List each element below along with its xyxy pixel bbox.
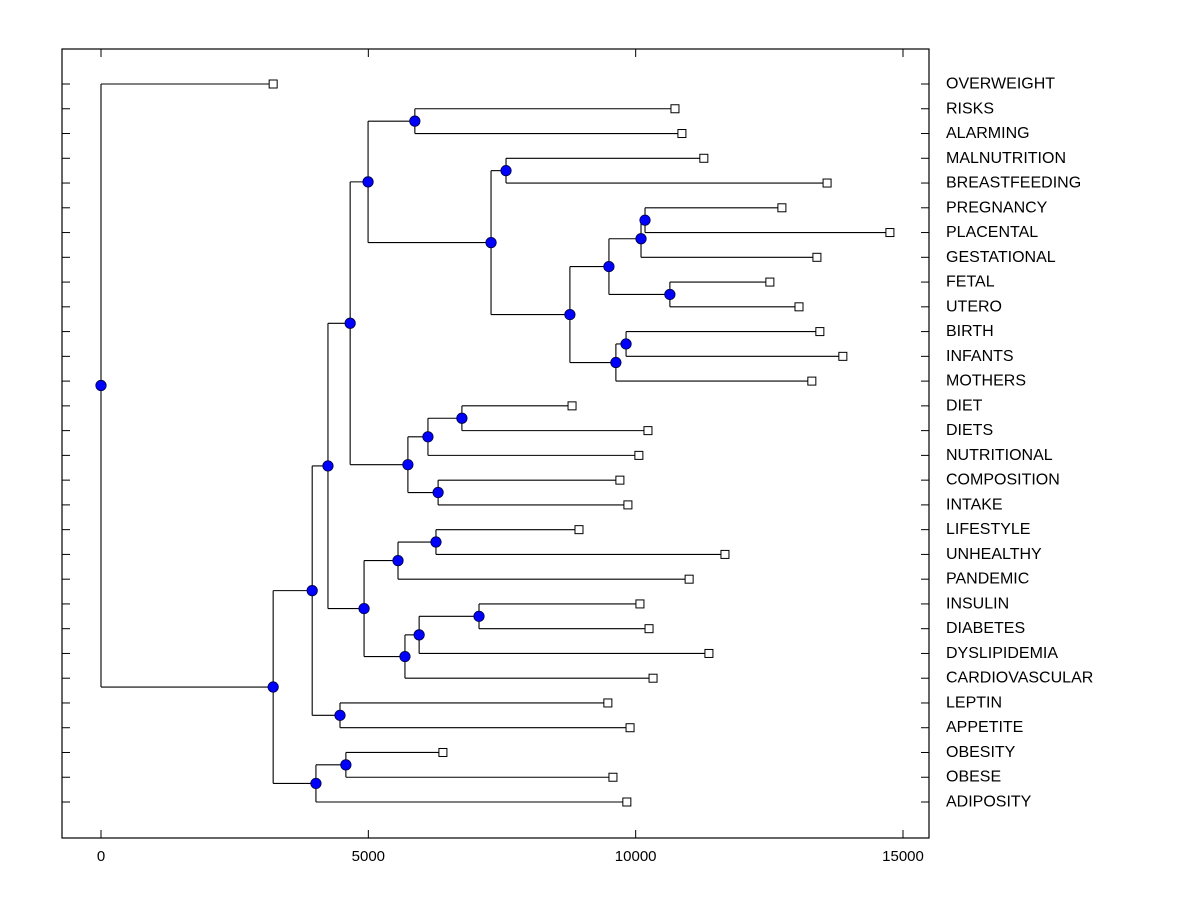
cluster-node xyxy=(399,650,411,663)
leaf-marker xyxy=(777,203,787,213)
leaf-marker xyxy=(720,549,730,559)
cluster-node xyxy=(500,165,512,177)
leaf-marker xyxy=(622,797,632,807)
cluster-node xyxy=(639,214,651,226)
cluster-node xyxy=(610,356,622,369)
cluster-node xyxy=(635,233,647,245)
x-tick-label: 0 xyxy=(97,848,105,865)
cluster-node xyxy=(432,486,444,499)
cluster-node xyxy=(564,308,576,321)
leaf-marker xyxy=(635,599,645,609)
leaf-marker xyxy=(822,178,832,188)
leaf-marker xyxy=(625,723,635,733)
leaf-label: UNHEALTHY xyxy=(946,546,1042,563)
cluster-node xyxy=(340,759,352,771)
leaf-label: INFANTS xyxy=(946,348,1014,365)
leaf-marker xyxy=(815,327,825,337)
leaf-label: PLACENTAL xyxy=(946,224,1038,241)
leaf-marker xyxy=(603,698,613,708)
leaf-label: DIETS xyxy=(946,422,993,439)
leaf-label: CARDIOVASCULAR xyxy=(946,670,1093,687)
leaf-marker xyxy=(623,500,633,510)
leaf-label: NUTRITIONAL xyxy=(946,447,1053,464)
leaf-marker xyxy=(268,79,278,89)
leaf-label: OVERWEIGHT xyxy=(946,76,1055,93)
leaf-label: PREGNANCY xyxy=(946,199,1048,216)
leaf-label: ADIPOSITY xyxy=(946,794,1032,811)
cluster-node xyxy=(603,260,615,273)
leaf-marker xyxy=(615,475,625,485)
leaf-marker xyxy=(608,772,618,782)
leaf-label: RISKS xyxy=(946,100,994,117)
cluster-node xyxy=(430,536,442,548)
leaf-label: GESTATIONAL xyxy=(946,249,1056,266)
cluster-node xyxy=(664,288,676,301)
cluster-node xyxy=(473,610,485,622)
leaf-label: BIRTH xyxy=(946,323,994,340)
leaf-marker xyxy=(648,673,658,683)
cluster-node xyxy=(334,709,346,721)
leaf-marker xyxy=(794,302,804,312)
leaf-marker xyxy=(684,574,694,584)
leaf-label: MOTHERS xyxy=(946,373,1026,390)
cluster-node xyxy=(413,629,425,641)
plot-frame xyxy=(61,48,930,839)
cluster-node xyxy=(95,379,107,392)
x-tick-label: 5000 xyxy=(352,848,385,865)
leaf-marker xyxy=(677,129,687,139)
leaf-marker xyxy=(574,525,584,535)
leaf-label: MALNUTRITION xyxy=(946,150,1066,167)
x-tick-label: 10000 xyxy=(615,848,657,865)
leaf-marker xyxy=(644,624,654,634)
leaf-label: OBESITY xyxy=(946,744,1016,761)
leaf-marker xyxy=(885,228,895,238)
leaf-label: DYSLIPIDEMIA xyxy=(946,645,1058,662)
cluster-node xyxy=(620,338,632,350)
cluster-node xyxy=(362,176,374,188)
leaf-label: ALARMING xyxy=(946,125,1030,142)
leaf-label: LIFESTYLE xyxy=(946,521,1030,538)
leaf-label: APPETITE xyxy=(946,719,1023,736)
leaf-label: BREASTFEEDING xyxy=(946,175,1081,192)
leaf-label: INSULIN xyxy=(946,595,1009,612)
cluster-node xyxy=(485,237,497,249)
leaf-marker xyxy=(567,401,577,411)
leaf-marker xyxy=(838,351,848,361)
leaf-label: OBESE xyxy=(946,769,1001,786)
leaf-marker xyxy=(643,426,653,436)
leaf-label: UTERO xyxy=(946,298,1002,315)
cluster-node xyxy=(402,459,414,471)
leaf-label: FETAL xyxy=(946,274,995,291)
cluster-node xyxy=(358,602,370,615)
leaf-marker xyxy=(670,104,680,114)
cluster-node xyxy=(310,777,322,790)
cluster-node xyxy=(422,431,434,443)
leaf-marker xyxy=(699,153,709,163)
cluster-node xyxy=(306,585,318,597)
cluster-node xyxy=(409,115,421,127)
leaf-marker xyxy=(634,450,644,460)
leaf-label: COMPOSITION xyxy=(946,472,1060,489)
leaf-marker xyxy=(704,648,714,658)
leaf-marker xyxy=(807,376,817,386)
leaf-marker xyxy=(812,252,822,262)
cluster-node xyxy=(456,412,468,424)
leaf-label: INTAKE xyxy=(946,496,1003,513)
leaf-marker xyxy=(765,277,775,287)
cluster-node xyxy=(392,555,404,567)
leaf-label: LEPTIN xyxy=(946,694,1002,711)
cluster-node xyxy=(267,681,279,693)
leaf-marker xyxy=(438,747,448,757)
leaf-label: PANDEMIC xyxy=(946,571,1029,588)
cluster-node xyxy=(344,317,356,329)
x-tick-label: 15000 xyxy=(882,848,924,865)
cluster-node xyxy=(322,460,334,472)
leaf-label: DIABETES xyxy=(946,620,1025,637)
leaf-label: DIET xyxy=(946,397,983,414)
